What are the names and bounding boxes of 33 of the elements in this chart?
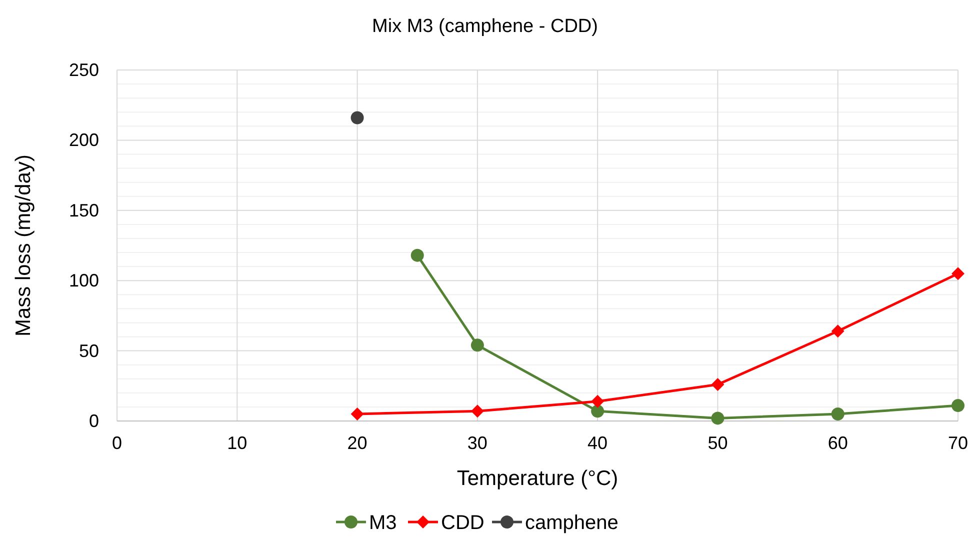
legend-label: CDD bbox=[441, 512, 484, 534]
legend-label: camphene bbox=[525, 512, 618, 534]
point bbox=[831, 324, 844, 338]
x-tick-label: 20 bbox=[347, 433, 368, 453]
x-axis-title: Temperature (°C) bbox=[456, 467, 618, 490]
point bbox=[952, 267, 964, 280]
x-tick-label: 0 bbox=[112, 433, 122, 453]
y-tick-label: 250 bbox=[68, 60, 99, 80]
y-tick-label: 100 bbox=[68, 270, 99, 291]
chart-title: Mix M3 (camphene - CDD) bbox=[372, 16, 598, 37]
point bbox=[470, 404, 484, 418]
x-tick-label: 60 bbox=[828, 433, 848, 453]
legend-label: M3 bbox=[369, 512, 397, 534]
point bbox=[831, 407, 844, 420]
x-tick-label: 30 bbox=[467, 433, 488, 453]
point bbox=[952, 399, 964, 412]
point bbox=[591, 404, 604, 418]
point bbox=[410, 248, 424, 262]
y-tick-label: 200 bbox=[68, 130, 99, 150]
point bbox=[711, 378, 724, 391]
y-tick-label: 0 bbox=[88, 411, 99, 431]
y-tick-label: 50 bbox=[78, 340, 99, 361]
x-tick-label: 70 bbox=[948, 433, 968, 453]
point bbox=[350, 111, 364, 124]
point bbox=[711, 412, 724, 425]
x-tick-label: 40 bbox=[588, 433, 608, 453]
point bbox=[350, 407, 364, 420]
point bbox=[470, 338, 484, 352]
point bbox=[591, 394, 604, 408]
x-tick-label: 10 bbox=[227, 433, 248, 453]
x-tick-label: 50 bbox=[708, 433, 728, 453]
y-axis-title: Mass loss (mg/day) bbox=[12, 154, 35, 337]
y-tick-label: 150 bbox=[68, 200, 99, 220]
